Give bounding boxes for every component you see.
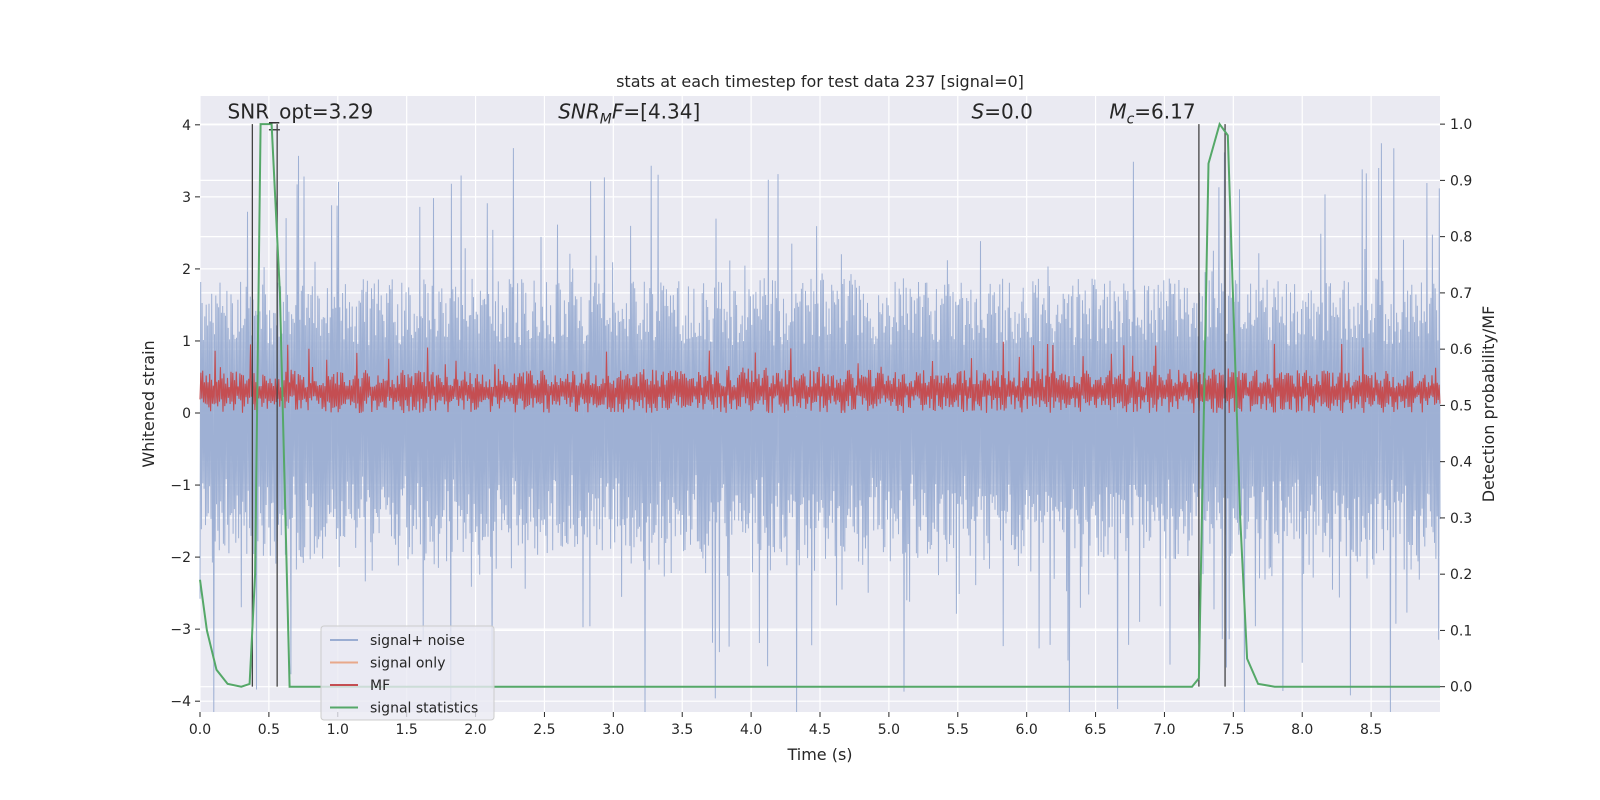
y2-tick-label: 0.6 [1450, 342, 1472, 358]
y-tick-label: −4 [170, 694, 191, 710]
y-tick-label: 2 [182, 262, 191, 278]
x-tick-label: 2.5 [533, 722, 555, 738]
y2-axis-ticks: 1.0 0.9 0.8 0.7 0.6 0.5 0.4 0.3 0.2 0.1 0.0 [1440, 117, 1472, 696]
y-tick-label: 3 [182, 190, 191, 206]
y-axis-ticks: 4 3 2 1 0 −1 −2 −3 −4 [170, 118, 200, 710]
mf-series [199, 341, 1441, 414]
x-tick-label: 4.0 [740, 722, 762, 738]
x-tick-label: 3.0 [602, 722, 624, 738]
legend-label: signal+ noise [370, 633, 465, 649]
annotation-text: S=0.0 [972, 100, 1033, 124]
y2-tick-label: 0.8 [1450, 230, 1472, 246]
x-tick-label: 0.0 [189, 722, 211, 738]
x-tick-label: 3.5 [671, 722, 693, 738]
annotations: SNR_opt=3.29 SNRMF=[4.34] S=0.0 Mc=6.17 [228, 100, 1196, 128]
y-tick-label: 1 [182, 334, 191, 350]
x-tick-label: 1.0 [327, 722, 349, 738]
x-tick-label: 5.5 [947, 722, 969, 738]
x-tick-label: 6.0 [1016, 722, 1038, 738]
y-tick-label: 4 [182, 118, 191, 134]
y2-tick-label: 0.0 [1450, 680, 1472, 696]
y2-tick-label: 0.7 [1450, 286, 1472, 302]
chart-title: stats at each timestep for test data 237… [616, 72, 1024, 91]
mf-line [199, 341, 1441, 414]
y2-tick-label: 0.5 [1450, 398, 1472, 414]
annotation-text: SNRMF=[4.34] [558, 100, 700, 128]
x-tick-label: 7.5 [1222, 722, 1244, 738]
signal-noise-series [199, 143, 1441, 713]
legend: signal+ noise signal only MF signal statist… [320, 625, 495, 721]
y2-tick-label: 0.9 [1450, 173, 1472, 189]
annotation-text: Mc=6.17 [1109, 100, 1195, 128]
signal-statistics-line [199, 121, 1440, 688]
legend-label: signal statistics [370, 701, 478, 717]
legend-label: MF [370, 678, 390, 694]
x-tick-label: 7.0 [1153, 722, 1175, 738]
x-axis-label: Time (s) [786, 745, 852, 764]
y2-axis-label: Detection probability/MF [1479, 306, 1498, 503]
plot-series [199, 121, 1441, 713]
signal-statistics-series [199, 121, 1440, 688]
x-tick-label: 6.5 [1084, 722, 1106, 738]
y-tick-label: −3 [170, 622, 191, 638]
y-tick-label: 0 [182, 406, 191, 422]
annotation-text: SNR_opt=3.29 [228, 100, 374, 124]
x-tick-label: 2.0 [464, 722, 486, 738]
y2-tick-label: 1.0 [1450, 117, 1472, 133]
x-tick-label: 8.5 [1360, 722, 1382, 738]
legend-frame [320, 625, 495, 721]
legend-label: signal only [370, 656, 445, 672]
y2-tick-label: 0.1 [1450, 623, 1472, 639]
x-tick-label: 4.5 [809, 722, 831, 738]
x-tick-label: 0.5 [258, 722, 280, 738]
x-tick-label: 8.0 [1291, 722, 1313, 738]
y2-tick-label: 0.4 [1450, 455, 1472, 471]
y-tick-label: −1 [170, 478, 191, 494]
y-tick-label: −2 [170, 550, 191, 566]
y2-tick-label: 0.3 [1450, 511, 1472, 527]
x-tick-label: 5.0 [878, 722, 900, 738]
x-axis-ticks: 0.0 0.5 1.0 1.5 2.0 2.5 3.0 3.5 4.0 4.5 5.0 5.5 6.0 6… [189, 712, 1382, 738]
y2-tick-label: 0.2 [1450, 567, 1472, 583]
signal-noise-line [199, 143, 1441, 713]
x-tick-label: 1.5 [396, 722, 418, 738]
y-axis-label: Whitened strain [139, 340, 158, 467]
